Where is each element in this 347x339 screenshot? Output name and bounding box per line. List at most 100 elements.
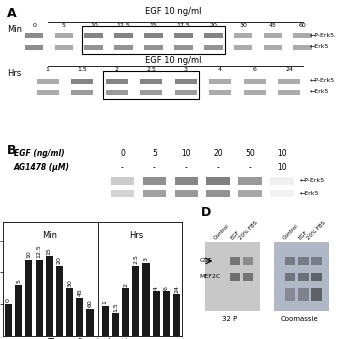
- Text: 3: 3: [184, 67, 188, 72]
- Text: 1.5: 1.5: [113, 302, 118, 312]
- Bar: [54, 45, 73, 50]
- Bar: [56, 266, 63, 336]
- Text: 20% FBS: 20% FBS: [306, 220, 327, 241]
- Text: 0: 0: [32, 23, 36, 28]
- Text: 6: 6: [253, 67, 256, 72]
- Text: 2.5: 2.5: [146, 67, 156, 72]
- Bar: [293, 34, 312, 39]
- Bar: [175, 190, 198, 197]
- Text: 2.5: 2.5: [133, 255, 138, 264]
- Bar: [278, 79, 300, 84]
- Text: 1: 1: [46, 67, 50, 72]
- Bar: [174, 45, 193, 50]
- Text: 5: 5: [152, 149, 157, 158]
- Bar: [238, 190, 262, 197]
- Text: Coomassie: Coomassie: [281, 316, 319, 322]
- Bar: [105, 79, 128, 84]
- Text: 12.5: 12.5: [36, 244, 42, 258]
- Bar: [71, 90, 93, 95]
- Bar: [54, 34, 73, 39]
- Bar: [143, 190, 166, 197]
- Point: [45, 64, 50, 68]
- Bar: [173, 295, 180, 336]
- Text: ←P-Erk5: ←P-Erk5: [310, 78, 335, 83]
- Text: 20% FBS: 20% FBS: [238, 220, 258, 241]
- Text: 5: 5: [16, 279, 21, 283]
- Text: -: -: [185, 163, 188, 172]
- Bar: [263, 45, 282, 50]
- Bar: [82, 26, 225, 54]
- Bar: [103, 71, 199, 99]
- Text: ←P-Erk5: ←P-Erk5: [299, 178, 324, 183]
- Bar: [204, 34, 222, 39]
- Text: EGF (ng/ml): EGF (ng/ml): [14, 149, 64, 158]
- Bar: [114, 34, 133, 39]
- Text: EGF 10 ng/ml: EGF 10 ng/ml: [145, 56, 202, 65]
- Text: 4: 4: [154, 286, 159, 290]
- Text: 10: 10: [278, 149, 287, 158]
- Text: 60: 60: [87, 299, 93, 307]
- Bar: [144, 34, 163, 39]
- Bar: [35, 260, 43, 336]
- Bar: [153, 291, 160, 336]
- Text: 10: 10: [90, 23, 98, 28]
- Text: GST: GST: [199, 258, 212, 263]
- Bar: [25, 45, 43, 50]
- Bar: [298, 257, 308, 265]
- Bar: [84, 34, 103, 39]
- Bar: [102, 305, 109, 336]
- Bar: [244, 79, 266, 84]
- Bar: [174, 34, 193, 39]
- Text: 30: 30: [67, 279, 72, 286]
- Text: 10: 10: [181, 149, 191, 158]
- Text: 5: 5: [62, 23, 66, 28]
- X-axis label: Time after induction: Time after induction: [46, 338, 138, 339]
- Text: 3: 3: [143, 257, 149, 261]
- Bar: [122, 288, 129, 336]
- Text: Hrs: Hrs: [7, 68, 21, 78]
- Bar: [278, 90, 300, 95]
- Text: -: -: [121, 163, 124, 172]
- Bar: [71, 79, 93, 84]
- Bar: [234, 45, 252, 50]
- Text: 20: 20: [57, 257, 62, 264]
- Bar: [270, 190, 294, 197]
- Text: ←Erk5: ←Erk5: [299, 191, 319, 196]
- Text: ←P-Erk5: ←P-Erk5: [310, 33, 335, 38]
- Text: ←Erk5: ←Erk5: [310, 44, 329, 49]
- Text: A: A: [7, 7, 17, 20]
- Point: [301, 64, 305, 68]
- Bar: [298, 273, 308, 281]
- Text: 6: 6: [164, 286, 169, 290]
- Bar: [312, 288, 322, 301]
- Text: 12.5: 12.5: [117, 23, 130, 28]
- Text: D: D: [201, 206, 211, 219]
- Bar: [175, 90, 197, 95]
- Bar: [37, 79, 59, 84]
- Bar: [234, 34, 252, 39]
- Bar: [76, 298, 83, 336]
- Text: 10: 10: [278, 163, 287, 172]
- Text: EGF 10 ng/ml: EGF 10 ng/ml: [145, 7, 202, 16]
- Bar: [209, 79, 231, 84]
- Text: 32 P: 32 P: [222, 316, 237, 322]
- Text: 1.5: 1.5: [77, 67, 87, 72]
- Text: Control: Control: [213, 223, 231, 241]
- Bar: [175, 177, 198, 185]
- Bar: [25, 34, 43, 39]
- Text: AG1478 (μM): AG1478 (μM): [14, 163, 70, 172]
- Text: Min: Min: [42, 231, 57, 240]
- Text: 15: 15: [47, 247, 52, 255]
- Text: 15: 15: [150, 23, 157, 28]
- Bar: [285, 257, 295, 265]
- Text: 1: 1: [103, 300, 108, 304]
- Text: B: B: [7, 144, 16, 158]
- Bar: [86, 309, 94, 336]
- Text: MEF2C: MEF2C: [199, 274, 220, 279]
- Bar: [206, 177, 230, 185]
- Bar: [144, 45, 163, 50]
- Bar: [175, 79, 197, 84]
- Bar: [312, 273, 322, 281]
- Bar: [111, 177, 134, 185]
- Bar: [285, 273, 295, 281]
